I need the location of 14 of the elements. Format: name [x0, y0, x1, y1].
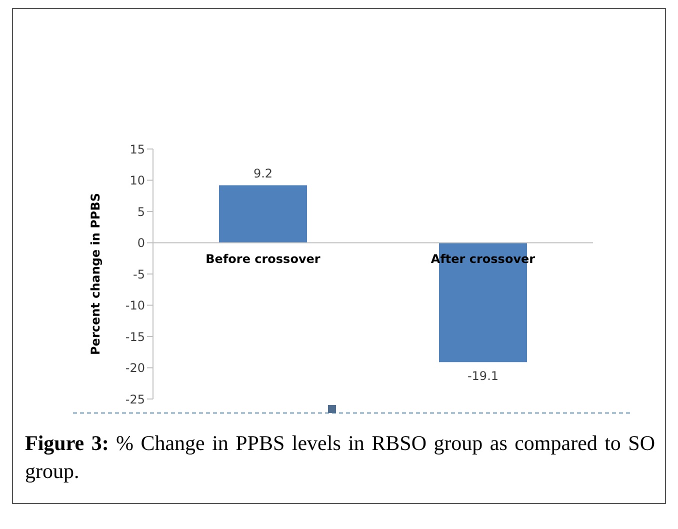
- y-tick-label: 15: [130, 142, 145, 156]
- x-tick-label: Before crossover: [206, 252, 320, 266]
- y-tick-label: -20: [125, 361, 145, 376]
- y-tick-label: 5: [137, 204, 145, 219]
- y-tick-label: -10: [125, 298, 145, 313]
- y-tick-label: -15: [125, 330, 145, 344]
- y-tick-label: -25: [125, 392, 145, 406]
- data-label: 9.2: [253, 166, 273, 180]
- y-tick-label: 0: [137, 236, 145, 250]
- y-tick-label: 10: [130, 174, 145, 188]
- y-tick-label: -5: [133, 267, 145, 282]
- y-axis-title: Percent change in PPBS: [88, 193, 102, 355]
- data-label: -19.1: [467, 369, 499, 384]
- text: Figure 3: % Change in PPBS levels in RBSO group as compared to SO group.: [25, 431, 655, 483]
